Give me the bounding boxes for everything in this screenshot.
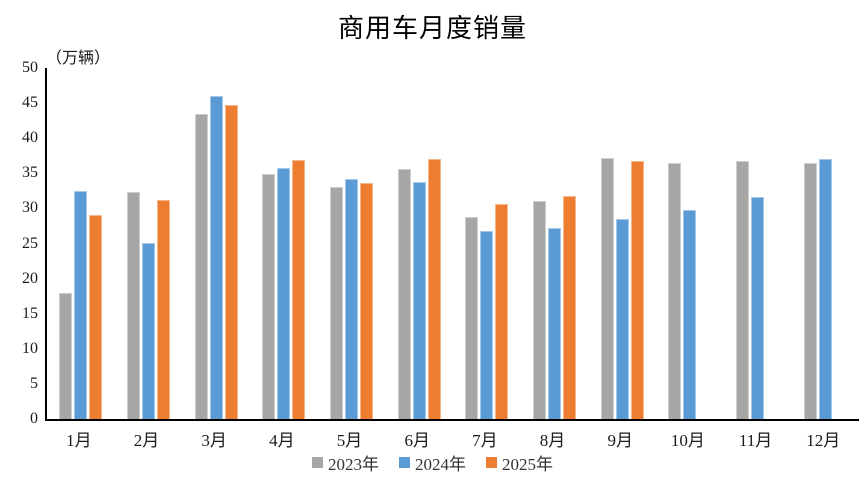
- bar-2023年-4月: [262, 174, 276, 419]
- bar-2025年-8月: [563, 195, 577, 419]
- bars-area: [47, 68, 859, 419]
- bar-2025年-6月: [427, 159, 441, 419]
- y-tick-label-20: 20: [22, 269, 38, 287]
- legend: 2023年 2024年 2025年: [0, 450, 865, 475]
- bar-2024年-1月: [74, 190, 88, 419]
- bar-2025年-7月: [495, 204, 509, 419]
- bar-2023年-7月: [465, 216, 479, 419]
- bar-2024年-11月: [751, 197, 765, 419]
- bar-2024年-10月: [683, 209, 697, 419]
- x-axis-label-5月: 5月: [336, 431, 363, 450]
- bar-2023年-1月: [59, 292, 73, 419]
- bar-group-10月: [656, 68, 724, 419]
- legend-swatch-2025年: [486, 457, 497, 468]
- bar-group-12月: [791, 68, 859, 419]
- x-axis-labels: 1月 2月 3月 4月 5月 6月 7月 8月 9月 10月 11月 12月: [45, 426, 857, 451]
- bar-2025年-2月: [157, 199, 170, 419]
- y-tick-label-50: 50: [22, 59, 38, 76]
- x-axis-label-10月: 10月: [670, 431, 705, 450]
- bar-group-9月: [588, 68, 656, 419]
- y-tick-label-35: 35: [22, 164, 38, 182]
- chart-title: 商用车月度销量: [337, 14, 527, 43]
- bar-2023年-9月: [600, 157, 614, 419]
- legend-label-2024年: 2024年: [415, 455, 466, 474]
- bar-group-11月: [724, 68, 792, 419]
- y-tick-label-25: 25: [22, 234, 38, 252]
- x-axis-label-2月: 2月: [133, 431, 160, 450]
- bar-2024年-5月: [345, 178, 359, 419]
- bar-2025年-1月: [89, 215, 103, 419]
- bar-2024年-2月: [142, 242, 155, 419]
- bar-2023年-8月: [533, 200, 547, 419]
- bar-group-5月: [318, 68, 386, 419]
- bar-group-8月: [521, 68, 589, 419]
- bar-group-6月: [385, 68, 453, 419]
- y-tick-label-5: 5: [30, 374, 38, 392]
- bar-2025年-4月: [292, 159, 306, 419]
- x-axis-label-4月: 4月: [269, 431, 295, 450]
- y-tick-label-45: 45: [22, 94, 38, 112]
- legend-label-2025年: 2025年: [502, 455, 553, 474]
- x-axis-label-12月: 12月: [806, 431, 841, 450]
- bar-2024年-3月: [209, 96, 223, 419]
- bar-group-7月: [453, 68, 521, 419]
- x-axis-label-11月: 11月: [738, 431, 773, 450]
- x-axis-label-9月: 9月: [607, 431, 633, 450]
- bar-2023年-11月: [736, 161, 750, 419]
- bar-2024年-9月: [615, 218, 629, 419]
- bar-2024年-8月: [548, 228, 562, 419]
- bar-2025年-9月: [630, 160, 644, 419]
- bar-2024年-6月: [412, 182, 426, 419]
- bar-group-1月: [47, 68, 115, 419]
- bar-2025年-5月: [360, 183, 374, 419]
- legend-item-2025年: 2025年: [486, 450, 553, 475]
- bar-2023年-2月: [127, 191, 140, 419]
- bar-2023年-12月: [803, 163, 817, 419]
- bar-group-4月: [250, 68, 318, 419]
- legend-swatch-2024年: [399, 457, 410, 468]
- y-axis-unit-label: （万辆）: [46, 50, 111, 67]
- bar-group-2月: [115, 68, 183, 419]
- x-axis-label-6月: 6月: [404, 431, 430, 450]
- bar-2023年-3月: [194, 113, 208, 419]
- y-tick-label-10: 10: [22, 339, 38, 357]
- legend-swatch-2023年: [312, 457, 323, 468]
- bar-2024年-7月: [480, 230, 494, 419]
- x-axis-label-1月: 1月: [66, 431, 92, 450]
- x-axis-label-7月: 7月: [472, 431, 498, 450]
- legend-item-2024年: 2024年: [399, 450, 466, 475]
- y-tick-label-15: 15: [22, 304, 38, 322]
- y-tick-label-30: 30: [22, 199, 38, 217]
- bar-2023年-6月: [397, 169, 411, 419]
- x-axis-label-3月: 3月: [201, 431, 227, 450]
- y-tick-label-40: 40: [22, 129, 38, 147]
- bar-2024年-4月: [277, 168, 291, 419]
- y-tick-label-0: 0: [30, 410, 38, 427]
- legend-label-2023年: 2023年: [328, 455, 379, 474]
- bar-2025年-3月: [224, 104, 238, 419]
- bar-2024年-12月: [818, 159, 832, 419]
- bar-2023年-5月: [330, 187, 344, 419]
- bar-2023年-10月: [668, 162, 682, 419]
- bar-group-3月: [182, 68, 250, 419]
- legend-item-2023年: 2023年: [312, 450, 379, 475]
- plot-area: [45, 68, 859, 421]
- x-axis-label-8月: 8月: [539, 431, 566, 450]
